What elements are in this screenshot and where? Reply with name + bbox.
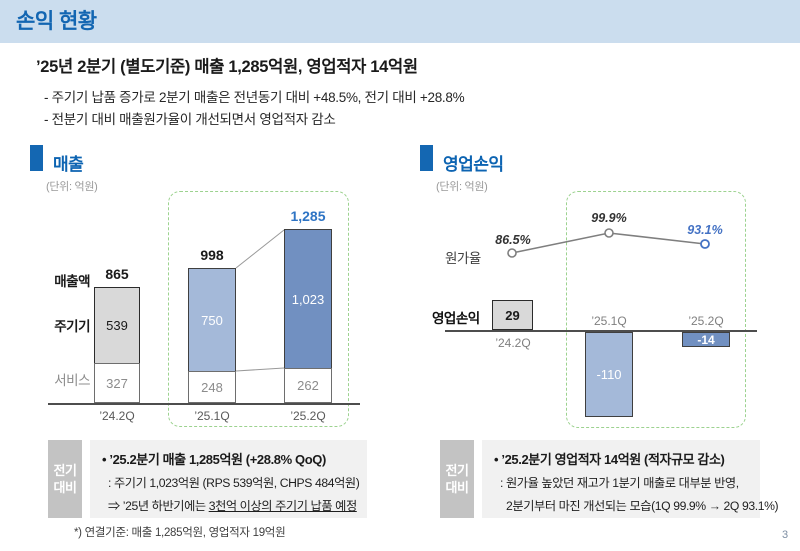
summary-headline: ’25년 2분기 (별도기준) 매출 1,285억원, 영업적자 14억원 — [36, 58, 418, 76]
profit-section-title: 영업손익 — [443, 155, 504, 174]
op-profit-label: 영업손익 — [432, 311, 480, 326]
cost-ratio-value-2: 99.9% — [591, 211, 627, 225]
revenue-row-label-total: 매출액 — [54, 274, 90, 289]
revenue-comment-tag-line2: 대비 — [53, 480, 77, 495]
profit-comment-line3: 2분기부터 마진 개선되는 모습(1Q 99.9% → 2Q 93.1%) — [506, 499, 779, 513]
revenue-row-label-service: 서비스 — [54, 373, 90, 388]
revenue-cat-25-2q: ’25.2Q — [290, 409, 326, 423]
op-value-25-1q: -110 — [596, 367, 622, 382]
revenue-highlight-box — [168, 191, 349, 427]
cost-ratio-point-1 — [507, 248, 517, 258]
revenue-bar-service-24-2q: 327 — [94, 363, 140, 403]
revenue-bar-equipment-25-1q: 750 — [188, 268, 236, 372]
revenue-bar-service-25-1q: 248 — [188, 371, 236, 403]
revenue-section-title: 매출 — [53, 155, 84, 174]
revenue-section-marker — [30, 145, 43, 171]
revenue-value-equipment-24-2q: 539 — [106, 318, 128, 333]
op-x-axis — [445, 330, 757, 332]
op-bar-25-2q: -14 — [682, 332, 730, 347]
cost-ratio-value-3: 93.1% — [687, 223, 723, 237]
profit-comment-tag-line2: 대비 — [445, 480, 469, 495]
profit-comment-line2: : 원가율 높았던 재고가 1분기 매출로 대부분 반영, — [500, 476, 739, 490]
revenue-value-service-24-2q: 327 — [106, 375, 128, 391]
revenue-comment-tag: 전기 대비 — [48, 440, 82, 518]
op-bar-24-2q: 29 — [492, 300, 533, 330]
revenue-total-24-2q: 865 — [105, 266, 129, 282]
profit-comment-line1: • ’25.2분기 영업적자 14억원 (적자규모 감소) — [494, 452, 725, 467]
revenue-total-25-1q: 998 — [200, 247, 224, 263]
revenue-comment-line3: ⇒ ’25년 하반기에는 3천억 이상의 주기기 납품 예정 — [102, 496, 357, 514]
cost-ratio-value-1: 86.5% — [495, 233, 531, 247]
revenue-comment-tag-line1: 전기 — [53, 463, 77, 478]
profit-section-marker — [420, 145, 433, 171]
revenue-value-equipment-25-2q: 1,023 — [291, 291, 325, 307]
op-value-24-2q: 29 — [505, 307, 520, 323]
revenue-value-service-25-2q: 262 — [297, 378, 319, 393]
revenue-comment-line1: • ’25.2분기 매출 1,285억원 (+28.8% QoQ) — [102, 452, 326, 467]
revenue-value-service-25-1q: 248 — [201, 379, 223, 395]
profit-unit-label: (단위: 억원) — [436, 181, 488, 193]
profit-comment-tag: 전기 대비 — [440, 440, 474, 518]
revenue-bar-equipment-25-2q: 1,023 — [284, 229, 332, 369]
revenue-bar-equipment-24-2q: 539 — [94, 287, 140, 364]
page-title: 손익 현황 — [16, 10, 97, 33]
revenue-comment-box: • ’25.2분기 매출 1,285억원 (+28.8% QoQ) : 주기기 … — [90, 440, 367, 518]
header-band — [0, 0, 800, 43]
op-cat-25-1q: ’25.1Q — [591, 314, 627, 328]
profit-highlight-box — [566, 191, 746, 428]
op-cat-25-2q: ’25.2Q — [688, 314, 724, 328]
revenue-total-25-2q: 1,285 — [290, 208, 326, 224]
revenue-unit-label: (단위: 억원) — [46, 181, 98, 193]
revenue-cat-24-2q: ’24.2Q — [99, 409, 135, 423]
op-cat-24-2q: ’24.2Q — [495, 336, 531, 350]
revenue-comment-line3-underlined: 3천억 이상의 주기기 납품 예정 — [208, 499, 357, 513]
revenue-x-axis — [48, 403, 360, 405]
footnote: *) 연결기준: 매출 1,285억원, 영업적자 19억원 — [74, 527, 286, 539]
cost-ratio-label: 원가율 — [445, 251, 481, 266]
profit-comment-box: • ’25.2분기 영업적자 14억원 (적자규모 감소) : 원가율 높았던 … — [482, 440, 779, 518]
summary-bullet-2: - 전분기 대비 매출원가율이 개선되면서 영업적자 감소 — [44, 112, 336, 127]
op-bar-25-1q: -110 — [585, 332, 633, 417]
profit-comment-tag-line1: 전기 — [445, 463, 469, 478]
revenue-row-label-equipment: 주기기 — [54, 319, 90, 334]
page-number: 3 — [782, 529, 789, 541]
revenue-comment-line3-prefix: ⇒ ’25년 하반기에는 — [108, 499, 209, 513]
revenue-bar-service-25-2q: 262 — [284, 368, 332, 403]
revenue-cat-25-1q: ’25.1Q — [194, 409, 230, 423]
op-value-25-2q: -14 — [697, 332, 715, 347]
revenue-comment-line2: : 주기기 1,023억원 (RPS 539억원, CHPS 484억원) — [108, 476, 360, 490]
revenue-value-equipment-25-1q: 750 — [201, 312, 223, 328]
summary-bullet-1: - 주기기 납품 증가로 2분기 매출은 전년동기 대비 +48.5%, 전기 … — [44, 90, 465, 105]
